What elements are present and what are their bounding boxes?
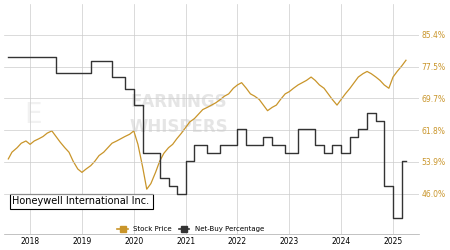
Text: Honeywell International Inc.: Honeywell International Inc. [13, 196, 149, 206]
Legend: Stock Price, Net-Buy Percentage: Stock Price, Net-Buy Percentage [115, 224, 267, 235]
Text: E: E [24, 100, 42, 128]
Text: EARNINGS
WHISPERS: EARNINGS WHISPERS [129, 93, 228, 136]
